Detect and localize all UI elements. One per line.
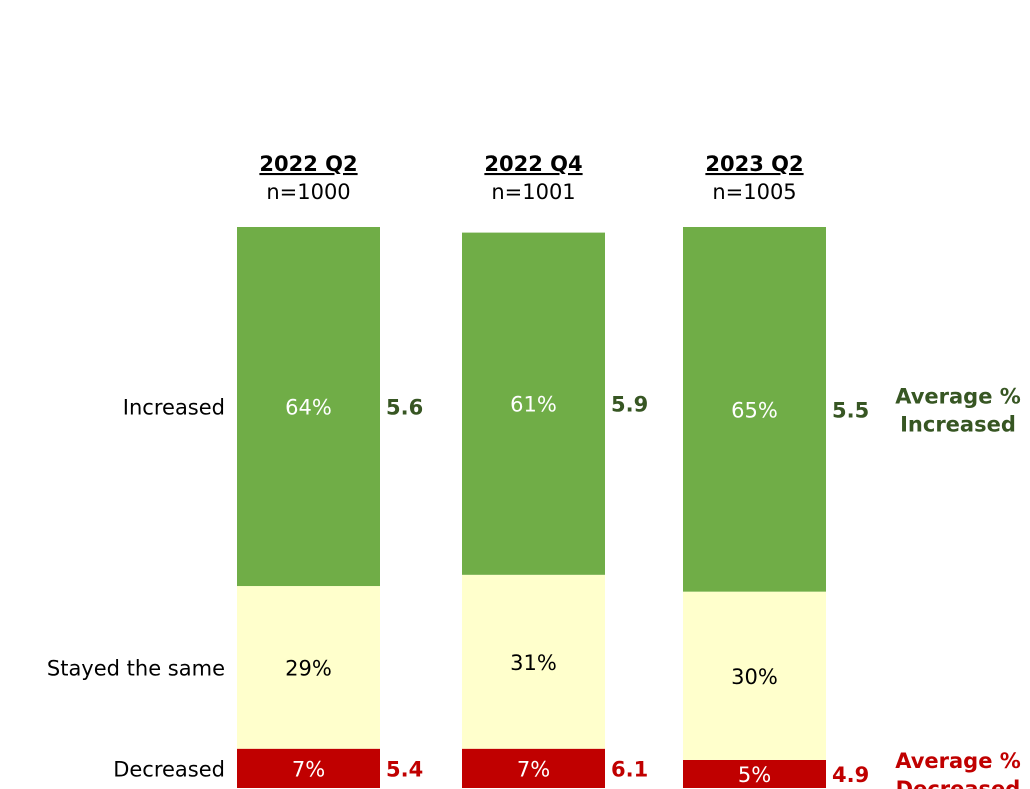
value-label: 61% [510, 393, 557, 417]
average-title: Average % [895, 384, 1021, 408]
bar-segment [462, 574, 605, 749]
row-label: Decreased [113, 757, 225, 781]
value-label: 7% [517, 757, 550, 781]
value-label: 65% [731, 398, 778, 422]
category-label: 2022 Q4 [484, 152, 582, 176]
row-label: Increased [123, 396, 225, 420]
value-label: 5% [738, 763, 771, 787]
value-label: 64% [285, 396, 332, 420]
average-value: 4.9 [832, 763, 869, 787]
bar-segment [237, 748, 380, 788]
category-label: 2022 Q2 [259, 152, 357, 176]
category-label: 2023 Q2 [705, 152, 803, 176]
average-value: 5.4 [386, 757, 423, 781]
value-label: 30% [731, 665, 778, 689]
average-title: Increased [900, 412, 1016, 436]
sample-size: n=1000 [266, 180, 350, 204]
sample-size: n=1001 [491, 180, 575, 204]
bar-segment [683, 591, 826, 760]
row-label: Stayed the same [47, 656, 225, 680]
sample-size: n=1005 [712, 180, 796, 204]
average-title: Average % [895, 749, 1021, 773]
bar-segment [237, 227, 380, 587]
average-value: 5.6 [386, 396, 423, 420]
average-value: 5.5 [832, 398, 869, 422]
value-label: 29% [285, 656, 332, 680]
average-value: 6.1 [611, 757, 648, 781]
value-label: 31% [510, 651, 557, 675]
bar-segment [237, 586, 380, 749]
bar-segment [462, 232, 605, 575]
bar-segment [462, 748, 605, 788]
bar-segment [683, 227, 826, 592]
bar-segment [683, 759, 826, 788]
value-label: 7% [292, 757, 325, 781]
average-title: Decreased [896, 777, 1021, 789]
average-value: 5.9 [611, 393, 648, 417]
